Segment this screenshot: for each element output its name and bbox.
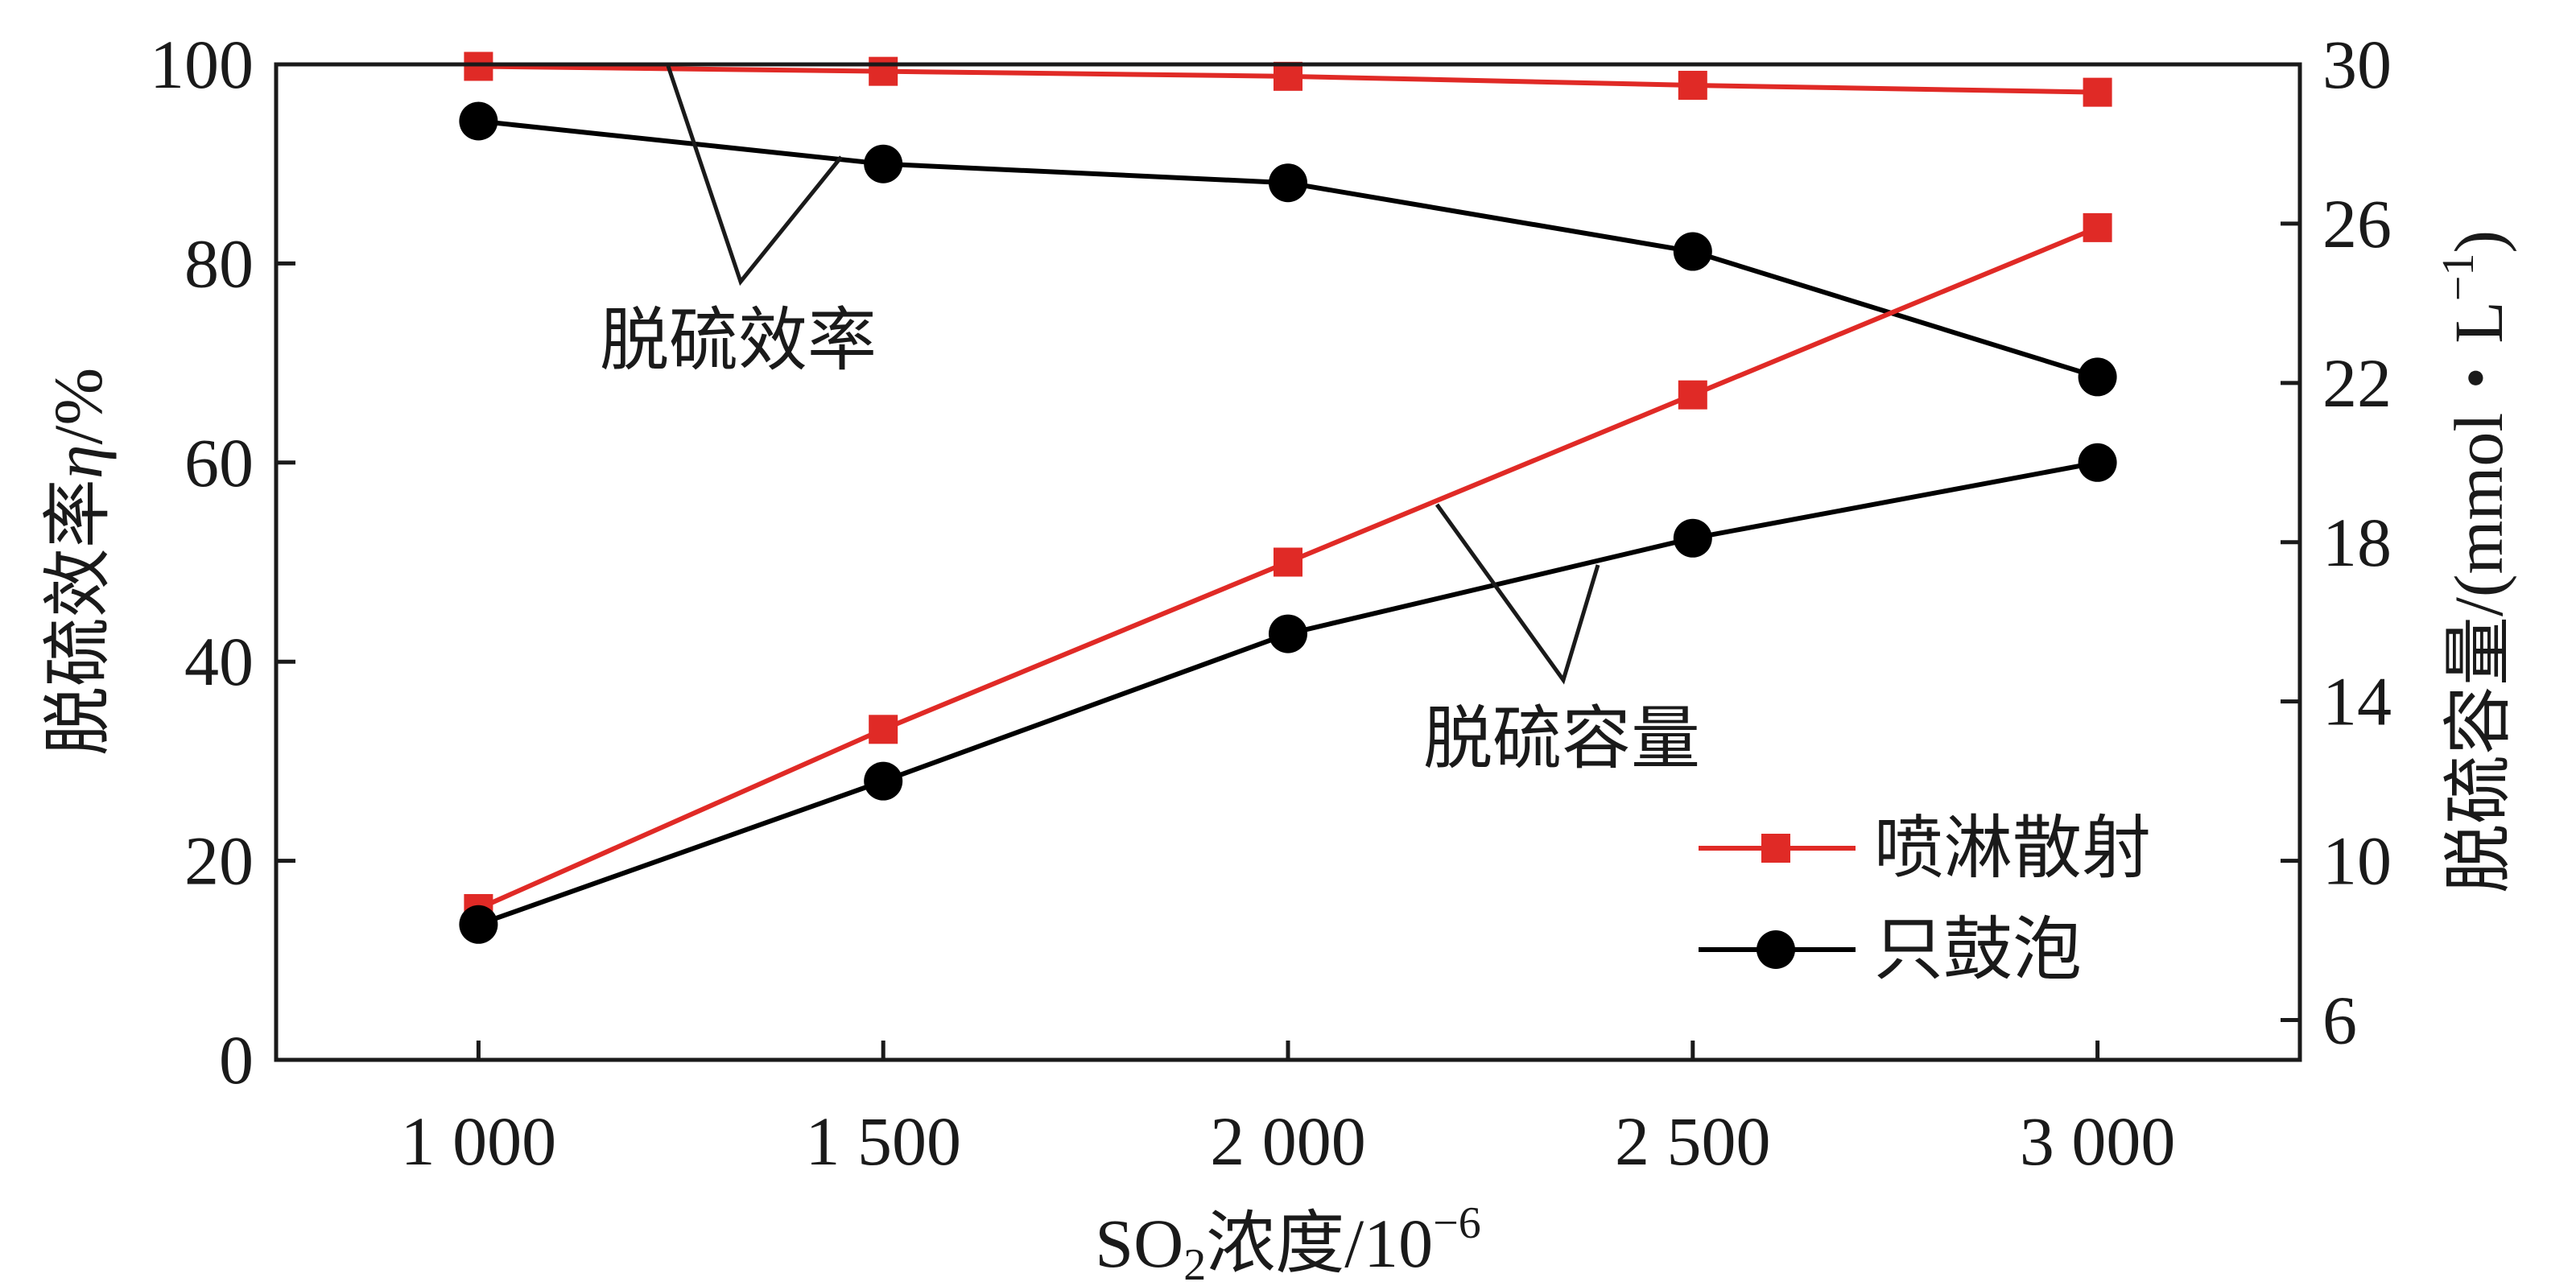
series-bubble-capacity [459, 443, 2117, 944]
data-point-bubble-capacity [2078, 443, 2117, 482]
data-point-spray-capacity [1274, 547, 1302, 577]
data-point-spray-capacity [1678, 380, 1707, 410]
data-point-bubble-capacity [1673, 518, 1712, 558]
series-spray-efficiency [464, 52, 2112, 107]
legend-marker-bubble [1757, 930, 1795, 969]
y-axis-title-right: 脱硫容量/(mmol・L−1) [2434, 230, 2517, 893]
x-tick-label: 2 500 [1615, 1103, 1771, 1180]
annotation-capacity-label: 脱硫容量 [1423, 700, 1700, 777]
x-tick-label: 1 500 [805, 1103, 961, 1180]
chart-axes: 0 20 40 60 80 100 6 10 14 18 22 26 30 1 000 1 500 2 000… [150, 26, 2392, 1180]
x-tick-label: 2 000 [1210, 1103, 1366, 1180]
y-right-tick-label: 14 [2322, 663, 2392, 740]
y-left-tick-label: 20 [184, 822, 254, 900]
x-tick-label: 1 000 [401, 1103, 557, 1180]
y-right-tick-label: 30 [2322, 26, 2392, 103]
y-right-tick-label: 22 [2322, 344, 2392, 422]
data-point-bubble-efficiency [459, 101, 498, 141]
y-left-tick-label: 0 [219, 1021, 254, 1098]
y-left-tick-label: 80 [184, 225, 254, 302]
legend-label-spray: 喷淋散射 [1874, 810, 2151, 887]
legend: 喷淋散射 只鼓泡 [1699, 810, 2151, 988]
data-point-bubble-efficiency [1673, 232, 1712, 271]
data-point-bubble-capacity [864, 761, 903, 801]
y-right-tick-label: 6 [2322, 982, 2357, 1059]
y-right-tick-label: 26 [2322, 185, 2392, 262]
annotation-capacity-leader [1435, 503, 1600, 685]
data-point-spray-efficiency [1678, 70, 1707, 100]
data-point-spray-capacity [2083, 212, 2112, 242]
y-right-tick-label: 10 [2322, 822, 2392, 900]
y-axis-title-left: 脱硫效率η/% [39, 368, 117, 756]
x-axis-title: SO2浓度/10−6 [1095, 1198, 1480, 1286]
annotation-capacity: 脱硫容量 [1423, 503, 1700, 777]
legend-item-bubble: 只鼓泡 [1699, 911, 2082, 988]
data-point-spray-efficiency [869, 56, 898, 86]
data-point-spray-efficiency [2083, 77, 2112, 107]
annotation-efficiency-leader [666, 65, 843, 286]
annotation-efficiency-label: 脱硫效率 [600, 302, 877, 379]
x-tick-label: 3 000 [2020, 1103, 2176, 1180]
annotation-efficiency: 脱硫效率 [600, 65, 877, 379]
data-point-spray-capacity [869, 715, 898, 744]
y-right-tick-label: 18 [2322, 504, 2392, 581]
series-bubble-efficiency [459, 101, 2117, 397]
y-left-tick-label: 100 [150, 26, 254, 103]
data-point-bubble-efficiency [2078, 357, 2117, 397]
series-line-bubble-capacity [477, 460, 2099, 927]
data-point-bubble-capacity [459, 905, 498, 944]
data-point-bubble-efficiency [864, 144, 903, 183]
data-point-bubble-capacity [1269, 614, 1307, 653]
chart-marks [459, 52, 2117, 944]
data-point-bubble-efficiency [1269, 163, 1307, 203]
y-left-tick-label: 60 [184, 424, 254, 501]
legend-marker-spray [1761, 834, 1790, 863]
data-point-spray-efficiency [1274, 61, 1302, 91]
y-left-tick-label: 40 [184, 623, 254, 700]
legend-item-spray: 喷淋散射 [1699, 810, 2151, 887]
legend-label-bubble: 只鼓泡 [1874, 911, 2082, 988]
